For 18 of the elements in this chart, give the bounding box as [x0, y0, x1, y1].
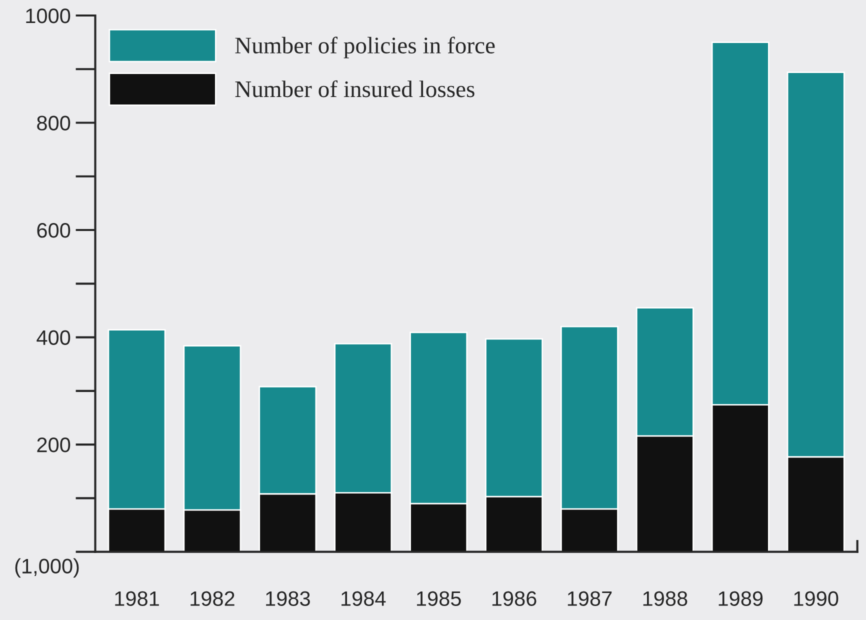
x-tick-label: 1984	[342, 591, 386, 606]
y-tick-label: 800	[37, 116, 70, 131]
x-tick-label: 1981	[115, 591, 159, 606]
x-tick-label: 1982	[190, 591, 234, 606]
x-tick-label: 1985	[416, 591, 461, 606]
x-tick-label: 1988	[643, 591, 688, 606]
y-tick-label: 600	[37, 223, 70, 238]
y-tick-label: 200	[37, 438, 70, 452]
y-tick-label: 400	[36, 330, 70, 346]
legend-label: Number of policies in force	[235, 36, 495, 58]
x-tick-label: 1983	[266, 591, 310, 606]
x-tick-label: 1987	[568, 591, 612, 606]
x-tick-label: 1989	[718, 591, 763, 606]
x-tick-label: 1990	[794, 591, 838, 606]
legend-label: Number of insured losses	[235, 80, 474, 98]
y-axis-title: (1,000)	[15, 558, 79, 578]
y-tick-label: 1000	[26, 8, 70, 24]
x-tick-label: 1986	[492, 591, 536, 606]
